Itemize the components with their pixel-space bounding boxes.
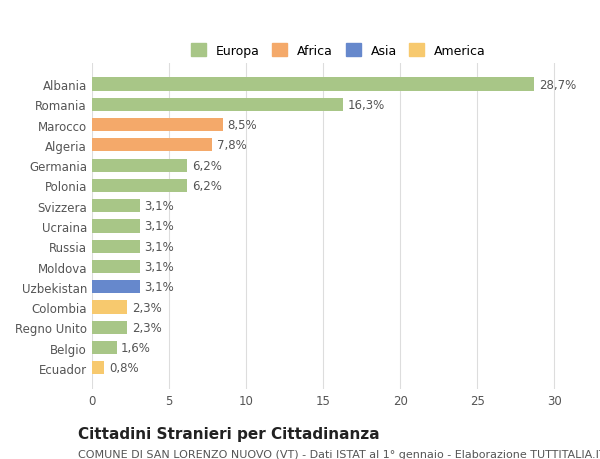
Text: 3,1%: 3,1% [144,260,174,274]
Bar [92,341,116,354]
Text: 7,8%: 7,8% [217,139,247,152]
Text: 28,7%: 28,7% [539,78,576,91]
Bar [92,139,212,152]
Text: 3,1%: 3,1% [144,281,174,294]
Text: 6,2%: 6,2% [192,179,222,192]
Text: 6,2%: 6,2% [192,159,222,172]
Bar [92,179,187,193]
Bar [92,220,140,233]
Text: Cittadini Stranieri per Cittadinanza: Cittadini Stranieri per Cittadinanza [78,425,380,441]
Bar [92,280,140,294]
Text: 8,5%: 8,5% [227,119,257,132]
Text: 3,1%: 3,1% [144,240,174,253]
Text: 16,3%: 16,3% [347,99,385,112]
Text: 3,1%: 3,1% [144,220,174,233]
Text: 2,3%: 2,3% [132,301,161,314]
Text: 3,1%: 3,1% [144,200,174,213]
Bar [92,200,140,213]
Bar [92,301,127,314]
Legend: Europa, Africa, Asia, America: Europa, Africa, Asia, America [187,40,490,62]
Text: 2,3%: 2,3% [132,321,161,334]
Bar [92,321,127,334]
Bar [92,78,534,91]
Bar [92,119,223,132]
Text: 1,6%: 1,6% [121,341,151,354]
Text: COMUNE DI SAN LORENZO NUOVO (VT) - Dati ISTAT al 1° gennaio - Elaborazione TUTTI: COMUNE DI SAN LORENZO NUOVO (VT) - Dati … [78,449,600,459]
Bar [92,99,343,112]
Bar [92,240,140,253]
Bar [92,260,140,274]
Bar [92,362,104,375]
Bar [92,159,187,173]
Text: 0,8%: 0,8% [109,362,139,375]
